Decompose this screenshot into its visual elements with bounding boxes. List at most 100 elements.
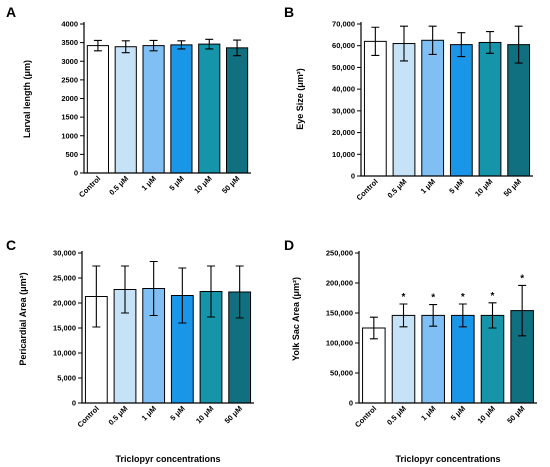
error-bar-c-4 xyxy=(207,265,215,318)
axes-b xyxy=(360,22,533,177)
axes-c xyxy=(81,251,254,404)
chart-c-svg: C Pericardial Area (μm²) Triclopyr conce… xyxy=(6,237,254,464)
panel-c: C Pericardial Area (μm²) Triclopyr conce… xyxy=(0,233,275,466)
bar-b-2 xyxy=(421,39,445,177)
category-label-b-5: 50 μM xyxy=(502,177,523,198)
bar-b-3 xyxy=(449,44,473,177)
y-tick-label-a: 4000 xyxy=(61,20,78,29)
chart-d-svg: D Yolk Sac Area (μm²) Triclopyr concentr… xyxy=(284,237,537,464)
axes-a xyxy=(83,22,251,174)
y-tick-label-c: 30,000 xyxy=(53,249,76,258)
category-label-d-4: 10 μM xyxy=(476,404,497,425)
panel-letter-b: B xyxy=(284,4,294,20)
panel-a: A Larval length (μm) 0 500 1000 1500 2000 250… xyxy=(0,0,275,233)
panel-letter-d: D xyxy=(284,237,294,253)
error-bar-d-5 xyxy=(518,284,527,337)
category-label-a-2: 1 μM xyxy=(140,174,158,192)
y-tick-label-a: 3000 xyxy=(61,57,78,66)
bar-d-1 xyxy=(391,314,416,404)
error-bar-d-2 xyxy=(429,304,438,327)
plot-area-c: 0 5,000 10,000 15,000 20,000 25,000 30,000 Cont… xyxy=(53,249,254,429)
bar-a-0 xyxy=(86,45,109,174)
y-tick-label-d: 0 xyxy=(349,399,353,408)
bar-b-1 xyxy=(392,43,416,177)
y-tick-label-a: 1000 xyxy=(61,131,78,140)
category-label-b-0: Control xyxy=(355,177,380,202)
y-tick-label-b: 70,000 xyxy=(332,20,355,29)
error-bar-d-0 xyxy=(369,316,378,340)
panel-b: B Eye Size (μm²) 0 10,000 20,000 30,000 40,0… xyxy=(275,0,550,233)
error-bar-b-1 xyxy=(400,25,408,62)
significance-mark-d-2: * xyxy=(431,293,435,304)
chart-b-svg: B Eye Size (μm²) 0 10,000 20,000 30,000 40,0… xyxy=(284,4,533,202)
bar-a-3 xyxy=(170,44,193,174)
y-tick-label-c: 10,000 xyxy=(53,349,76,358)
error-bar-c-3 xyxy=(178,267,187,324)
error-bar-c-2 xyxy=(149,260,158,317)
category-label-b-4: 10 μM xyxy=(473,177,494,198)
y-tick-label-a: 2000 xyxy=(61,94,78,103)
y-tick-label-b: 50,000 xyxy=(332,63,355,72)
y-tick-label-c: 0 xyxy=(72,399,76,408)
y-tick-label-c: 5,000 xyxy=(57,374,76,383)
error-bar-a-4 xyxy=(205,38,214,50)
error-bar-d-1 xyxy=(399,303,408,328)
category-label-c-1: 0.5 μM xyxy=(107,404,130,427)
y-tick-label-a: 1500 xyxy=(61,113,78,122)
category-label-b-3: 5 μM xyxy=(447,177,465,195)
category-label-a-3: 5 μM xyxy=(167,174,185,192)
y-axis-label-c: Pericardial Area (μm²) xyxy=(18,272,28,365)
y-tick-label-b: 30,000 xyxy=(332,106,355,115)
y-tick-label-a: 0 xyxy=(74,169,78,178)
y-tick-label-a: 3500 xyxy=(61,38,78,47)
significance-mark-d-4: * xyxy=(491,291,495,302)
plot-area-b: 0 10,000 20,000 30,000 40,000 50,000 60,000 70,… xyxy=(332,20,533,202)
error-bar-d-4 xyxy=(488,302,497,329)
y-tick-label-b: 10,000 xyxy=(332,150,355,159)
significance-mark-d-3: * xyxy=(461,292,465,303)
bar-a-2 xyxy=(142,45,165,174)
category-label-d-0: Control xyxy=(353,404,378,429)
y-tick-label-a: 500 xyxy=(65,150,78,159)
category-label-b-2: 1 μM xyxy=(419,177,437,195)
category-label-a-5: 50 μM xyxy=(220,174,241,195)
y-tick-label-a: 2500 xyxy=(61,75,78,84)
x-axis-label-d: Triclopyr concentrations xyxy=(395,454,500,464)
y-tick-label-d: 50,000 xyxy=(330,369,353,378)
category-label-c-5: 50 μM xyxy=(223,404,244,425)
y-axis-label-d: Yolk Sac Area (μm²) xyxy=(291,277,301,361)
plot-area-d: 0 50,000 100,000 150,000 200,000 250,000 Contr… xyxy=(326,249,537,429)
error-bar-a-1 xyxy=(121,40,130,54)
bar-d-3 xyxy=(451,314,475,404)
chart-a-svg: A Larval length (μm) 0 500 1000 1500 2000 250… xyxy=(6,4,251,199)
error-bar-a-5 xyxy=(233,39,242,57)
error-bar-d-3 xyxy=(458,303,467,328)
axes-d xyxy=(358,251,537,404)
bar-a-5 xyxy=(226,47,249,174)
category-label-c-3: 5 μM xyxy=(168,404,186,422)
panel-letter-a: A xyxy=(6,4,16,20)
y-tick-label-c: 15,000 xyxy=(53,324,76,333)
plot-area-a: 0 500 1000 1500 2000 2500 3000 3500 4000 Control 0… xyxy=(61,20,251,199)
y-tick-label-d: 100,000 xyxy=(326,339,353,348)
category-label-c-2: 1 μM xyxy=(140,404,158,422)
y-tick-label-b: 40,000 xyxy=(332,85,355,94)
y-axis-label-b: Eye Size (μm²) xyxy=(295,68,305,130)
y-axis-label-a: Larval length (μm) xyxy=(22,60,32,138)
y-tick-label-c: 20,000 xyxy=(53,299,76,308)
error-bar-b-0 xyxy=(371,26,380,57)
bar-b-5 xyxy=(507,44,531,177)
significance-mark-d-5: * xyxy=(520,273,524,284)
category-label-d-5: 50 μM xyxy=(505,404,526,425)
y-tick-label-b: 0 xyxy=(351,172,355,181)
error-bar-c-0 xyxy=(92,265,101,328)
y-tick-label-d: 200,000 xyxy=(326,279,353,288)
y-tick-label-d: 150,000 xyxy=(326,309,353,318)
bar-d-2 xyxy=(421,314,445,404)
category-label-a-0: Control xyxy=(77,174,102,199)
y-tick-label-b: 20,000 xyxy=(332,128,355,137)
bar-a-4 xyxy=(198,43,221,174)
category-label-c-0: Control xyxy=(76,404,101,429)
category-label-d-1: 0.5 μM xyxy=(385,404,408,427)
error-bar-a-2 xyxy=(149,39,158,52)
